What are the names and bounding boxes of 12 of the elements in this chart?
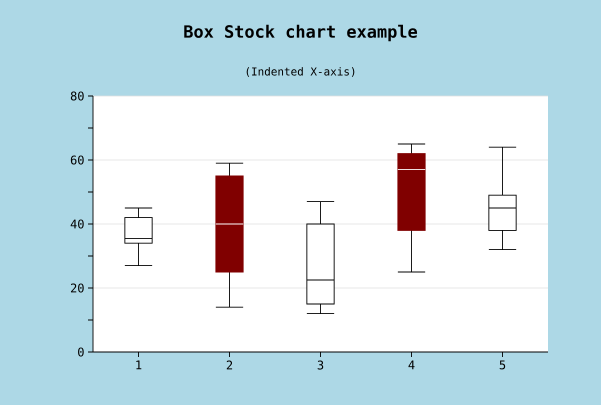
x-tick-label: 1: [136, 360, 142, 370]
x-tick-label: 4: [408, 360, 415, 370]
y-tick-label: 40: [70, 219, 84, 229]
x-tick-label: 3: [318, 360, 324, 370]
chart-subtitle: (Indented X-axis): [246, 67, 354, 77]
chart-title: Box Stock chart example: [184, 24, 418, 42]
y-tick-label: 80: [70, 91, 84, 101]
y-tick-label: 60: [70, 155, 84, 165]
y-tick-label: 0: [78, 347, 84, 357]
x-tick-label: 2: [226, 360, 232, 370]
x-tick-label: 5: [500, 360, 506, 370]
y-tick-label: 20: [70, 283, 84, 293]
